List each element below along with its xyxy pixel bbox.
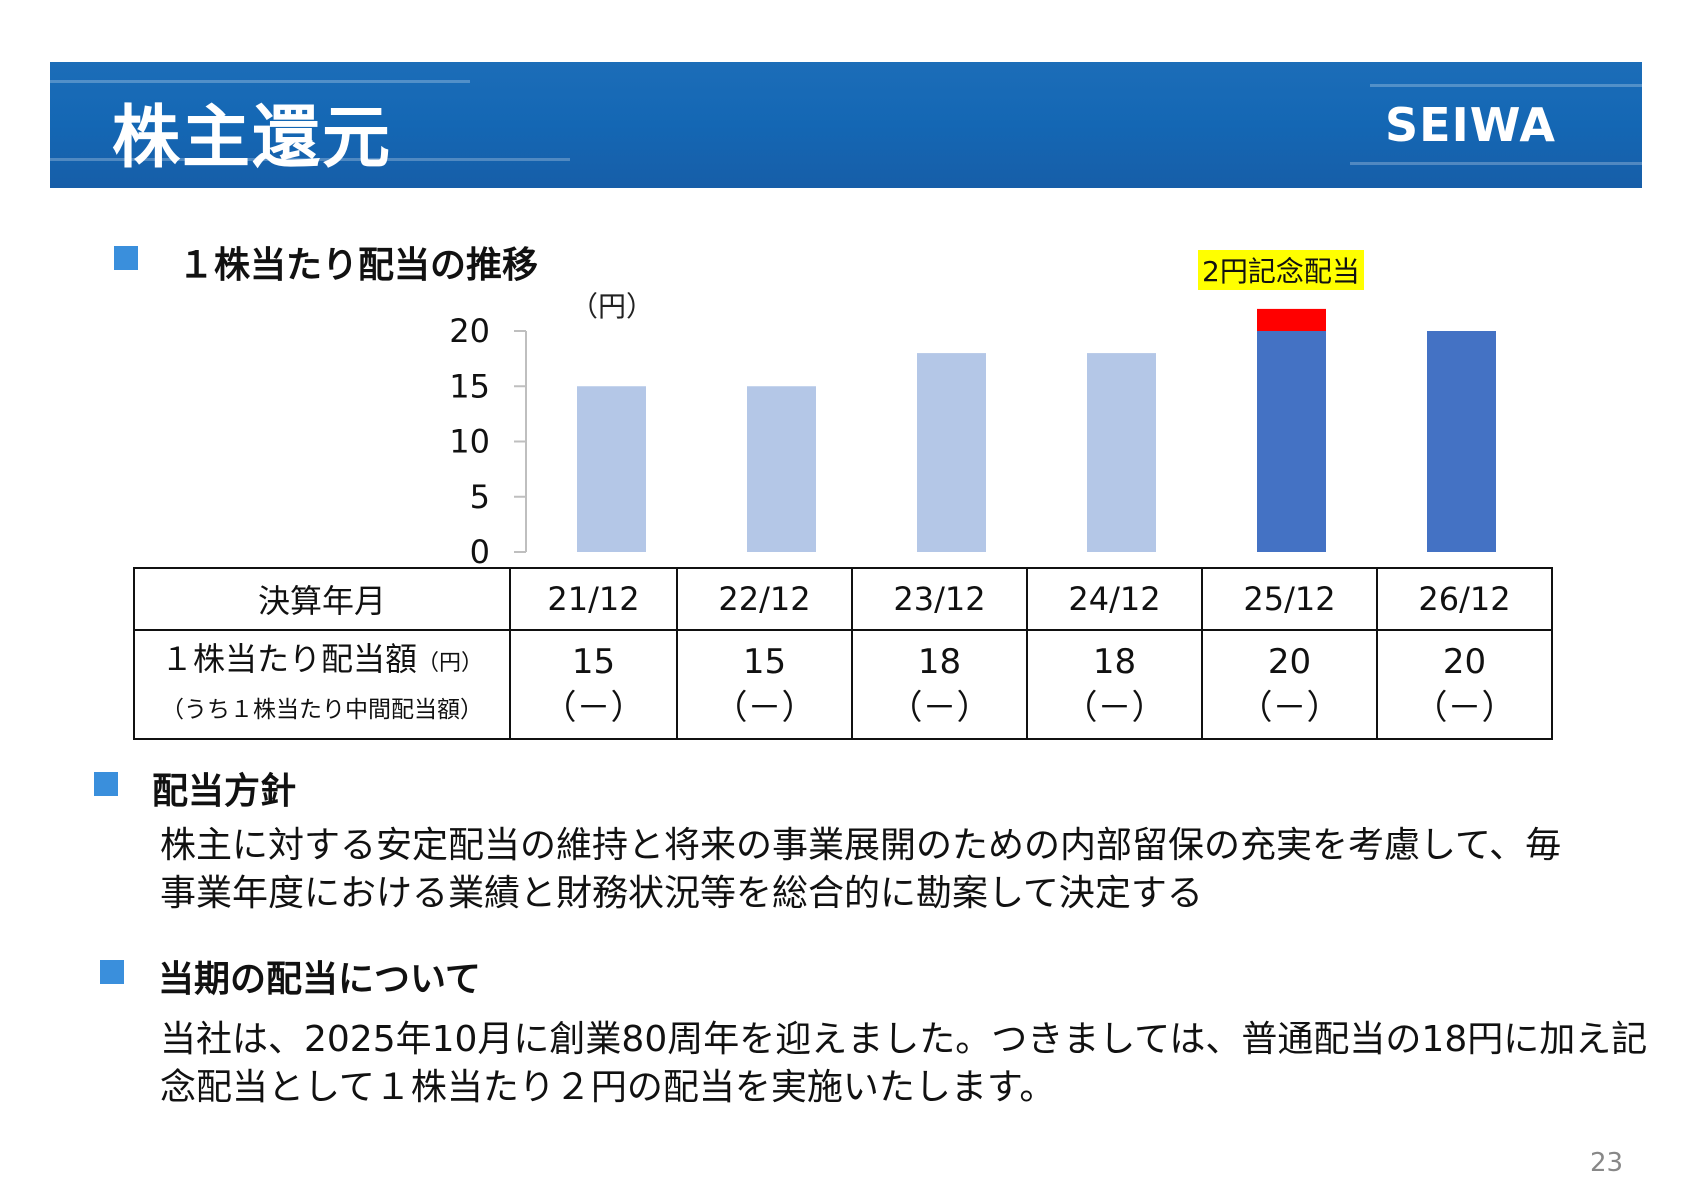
interim-value: （－）: [713, 687, 816, 728]
table-cell-dividend: 15 （－）: [676, 629, 853, 740]
dividend-value: 15: [571, 641, 616, 682]
interim-value: （－）: [888, 687, 991, 728]
y-axis-unit-label: （円）: [570, 290, 655, 323]
table-cell-dividend: 18 （－）: [851, 629, 1028, 740]
banner-stripe: [50, 158, 570, 161]
bar-26-12: [1427, 331, 1496, 552]
table-cell-period: 26/12: [1376, 567, 1553, 631]
interim-value: （－）: [1413, 687, 1516, 728]
bar-commemorative-25-12: [1257, 308, 1326, 331]
bullet-square: [94, 772, 118, 796]
dividend-value: 15: [742, 641, 787, 682]
table-cell-period: 21/12: [509, 567, 678, 631]
table-row: 決算年月 21/12 22/12 23/12 24/12 25/12 26/12: [133, 567, 1553, 631]
banner-stripe: [1350, 162, 1642, 165]
table-header-cell: 決算年月: [133, 567, 511, 631]
bullet-square: [114, 246, 138, 270]
y-tick-label: 20: [449, 312, 490, 350]
table-cell-period: 22/12: [676, 567, 853, 631]
table-cell-dividend: 20 （－）: [1376, 629, 1553, 740]
table-cell-period: 25/12: [1201, 567, 1378, 631]
current-dividend-text-line: 当社は、2025年10月に創業80周年を迎えました。つきましては、普通配当の18…: [160, 1019, 1648, 1060]
commemorative-dividend-annotation: 2円記念配当: [1198, 250, 1364, 290]
dividend-value: 18: [1092, 641, 1137, 682]
interim-value: （－）: [1238, 687, 1341, 728]
bar-22-12: [747, 386, 816, 552]
row-label-unit: （円）: [417, 651, 484, 676]
table-row: １株当たり配当額（円） （うち１株当たり中間配当額） 15 （－） 15 （－） 1…: [133, 629, 1553, 740]
y-tick-label: 5: [470, 478, 490, 516]
section-heading-dividend-trend: １株当たり配当の推移: [178, 245, 539, 286]
dividend-value: 20: [1267, 641, 1312, 682]
banner-stripe: [50, 80, 470, 83]
row-label-sub: （うち１株当たり中間配当額）: [161, 697, 483, 723]
table-cell-dividend: 15 （－）: [509, 629, 678, 740]
page-title: 株主還元: [112, 99, 393, 178]
bar-24-12: [1087, 353, 1156, 552]
dividend-value: 20: [1442, 641, 1487, 682]
dividend-value: 18: [917, 641, 962, 682]
bar-23-12: [917, 353, 986, 552]
table-cell-period: 24/12: [1026, 567, 1203, 631]
policy-text-line: 事業年度における業績と財務状況等を総合的に勘案して決定する: [160, 873, 1203, 914]
banner-stripe: [1370, 84, 1642, 87]
page-number: 23: [1590, 1148, 1624, 1178]
table-row-label: １株当たり配当額（円） （うち１株当たり中間配当額）: [133, 629, 511, 740]
policy-text-line: 株主に対する安定配当の維持と将来の事業展開のための内部留保の充実を考慮して、毎: [160, 825, 1562, 866]
table-cell-dividend: 20 （－）: [1201, 629, 1378, 740]
current-dividend-text-line: 念配当として１株当たり２円の配当を実施いたします。: [160, 1067, 1056, 1108]
interim-value: （－）: [542, 687, 645, 728]
dividend-bar-chart: 0 5 10 15 20: [449, 308, 1496, 570]
y-tick-label: 0: [470, 533, 490, 570]
table-cell-period: 23/12: [851, 567, 1028, 631]
y-tick-label: 10: [449, 423, 490, 461]
bullet-square: [100, 960, 124, 984]
bar-21-12: [577, 386, 646, 552]
row-label-main: １株当たり配当額: [160, 640, 417, 678]
section-heading-dividend-policy: 配当方針: [152, 771, 297, 812]
table-cell-dividend: 18 （－）: [1026, 629, 1203, 740]
interim-value: （－）: [1063, 687, 1166, 728]
dividend-table: 決算年月 21/12 22/12 23/12 24/12 25/12 26/12…: [133, 567, 1553, 740]
header-banner: 株主還元 SEIWA: [50, 62, 1642, 188]
bar-25-12: [1257, 331, 1326, 552]
section-heading-current-dividend: 当期の配当について: [158, 959, 481, 1000]
company-logo: SEIWA: [1385, 98, 1556, 152]
y-tick-label: 15: [449, 367, 490, 405]
